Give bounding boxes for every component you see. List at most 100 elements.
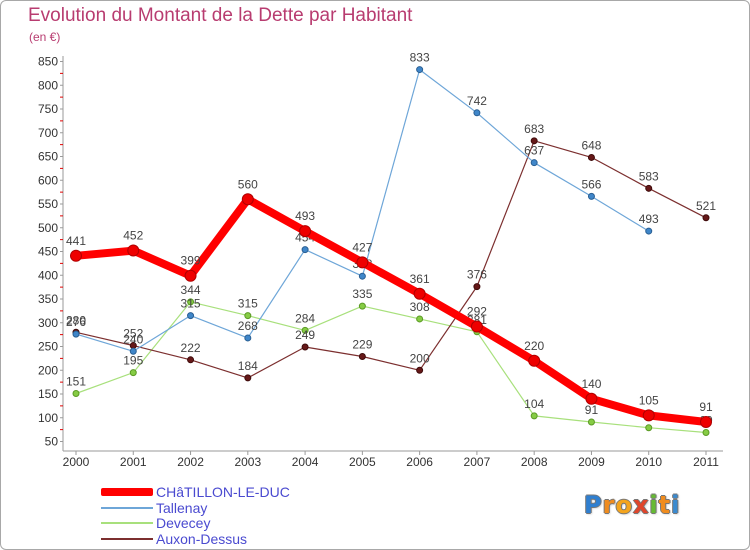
y-tick-label-750: 750 bbox=[38, 102, 58, 116]
x-tick-label-2003: 2003 bbox=[234, 455, 261, 469]
data-label-chatillon-le-duc-2006: 361 bbox=[410, 272, 430, 286]
data-label-chatillon-le-duc-2007: 292 bbox=[467, 305, 487, 319]
point-devecey-2002 bbox=[187, 298, 195, 306]
data-label-tallenay-2001: 240 bbox=[123, 332, 143, 346]
data-label-chatillon-le-duc-2002: 399 bbox=[181, 254, 201, 268]
y-tick-label-650: 650 bbox=[38, 150, 58, 164]
point-devecey-2003 bbox=[244, 312, 252, 320]
point-auxon-dessus-2009 bbox=[587, 153, 595, 161]
point-chatillon-le-duc-2000 bbox=[70, 249, 82, 262]
y-tick-label-400: 400 bbox=[38, 268, 58, 282]
x-tick-label-2006: 2006 bbox=[406, 455, 433, 469]
y-tick-label-100: 100 bbox=[38, 411, 58, 425]
logo-letter: i bbox=[649, 491, 659, 519]
series-line-chatillon-le-duc bbox=[72, 195, 710, 426]
x-tick-label-2001: 2001 bbox=[120, 455, 147, 469]
point-tallenay-2009 bbox=[587, 192, 595, 200]
logo-letter: P bbox=[584, 491, 603, 519]
series-chatillon-le-duc: 441 452 399 560 493 427 361 292 220 140 105 91 bbox=[66, 177, 713, 429]
data-label-devecey-2005: 335 bbox=[352, 287, 372, 301]
logo-letter: i bbox=[671, 491, 681, 519]
series-line-devecey bbox=[75, 301, 707, 434]
data-label-devecey-2009: 91 bbox=[585, 403, 599, 417]
y-tick-label-250: 250 bbox=[38, 340, 58, 354]
point-auxon-dessus-2003 bbox=[244, 374, 252, 382]
x-tick-label-2002: 2002 bbox=[177, 455, 204, 469]
data-label-tallenay-2008: 637 bbox=[524, 144, 544, 158]
y-tick-label-850: 850 bbox=[38, 55, 58, 69]
y-tick-label-350: 350 bbox=[38, 292, 58, 306]
point-devecey-2001 bbox=[129, 369, 137, 377]
point-tallenay-2005 bbox=[358, 272, 366, 280]
point-devecey-2004 bbox=[301, 326, 309, 334]
data-label-tallenay-2003: 268 bbox=[238, 319, 258, 333]
y-tick-label-300: 300 bbox=[38, 316, 58, 330]
axes: 50 100 150 200 250 300 350 400 450 500 550 600 650 70… bbox=[38, 55, 723, 469]
point-chatillon-le-duc-2006 bbox=[413, 287, 426, 300]
point-auxon-dessus-2010 bbox=[645, 184, 653, 192]
point-auxon-dessus-2011 bbox=[702, 214, 710, 222]
x-tick-label-2000: 2000 bbox=[63, 455, 90, 469]
proxiti-logo[interactable]: Proxiti bbox=[584, 491, 680, 519]
point-devecey-2006 bbox=[416, 315, 424, 323]
point-tallenay-2006 bbox=[416, 66, 424, 74]
data-label-chatillon-le-duc-2004: 493 bbox=[295, 209, 315, 223]
point-chatillon-le-duc-2007 bbox=[470, 320, 483, 333]
y-tick-label-50: 50 bbox=[45, 435, 59, 449]
point-devecey-2009 bbox=[587, 418, 595, 426]
data-label-chatillon-le-duc-2005: 427 bbox=[352, 240, 372, 254]
x-tick-label-2008: 2008 bbox=[521, 455, 548, 469]
data-label-auxon-dessus-2000: 280 bbox=[66, 313, 86, 327]
point-auxon-dessus-2002 bbox=[187, 356, 195, 364]
point-chatillon-le-duc-2001 bbox=[127, 244, 140, 257]
data-label-tallenay-2002: 315 bbox=[181, 297, 201, 311]
x-tick-label-2009: 2009 bbox=[578, 455, 605, 469]
data-label-auxon-dessus-2009: 648 bbox=[581, 138, 601, 152]
point-devecey-2011 bbox=[702, 428, 710, 436]
point-devecey-2008 bbox=[530, 412, 538, 420]
data-label-devecey-2001: 195 bbox=[123, 354, 143, 368]
point-tallenay-2001 bbox=[129, 347, 137, 355]
y-tick-label-700: 700 bbox=[38, 126, 58, 140]
point-chatillon-le-duc-2003 bbox=[241, 193, 254, 206]
data-label-tallenay-2010: 493 bbox=[639, 212, 659, 226]
data-label-tallenay-2009: 566 bbox=[581, 177, 601, 191]
point-chatillon-le-duc-2002 bbox=[184, 269, 197, 282]
point-tallenay-2000 bbox=[72, 330, 80, 338]
point-auxon-dessus-2006 bbox=[416, 366, 424, 374]
point-tallenay-2004 bbox=[301, 246, 309, 254]
x-tick-label-2004: 2004 bbox=[292, 455, 319, 469]
chart-subtitle: (en €) bbox=[29, 30, 61, 44]
series-devecey: 151195344315284335308281104917969 bbox=[66, 283, 713, 436]
data-label-tallenay-2000: 276 bbox=[66, 315, 86, 329]
x-tick-label-2005: 2005 bbox=[349, 455, 376, 469]
point-auxon-dessus-2007 bbox=[473, 283, 481, 291]
data-label-chatillon-le-duc-2010: 105 bbox=[639, 393, 659, 407]
y-tick-label-550: 550 bbox=[38, 197, 58, 211]
series-auxon-dessus: 280 252 222 184 249 229 200 376 683 648 583 521 bbox=[66, 122, 716, 382]
point-tallenay-2010 bbox=[645, 227, 653, 235]
point-tallenay-2008 bbox=[530, 159, 538, 167]
logo-letter: r bbox=[602, 491, 616, 519]
data-label-auxon-dessus-2003: 184 bbox=[238, 359, 258, 373]
data-label-auxon-dessus-2011: 521 bbox=[696, 199, 716, 213]
data-label-chatillon-le-duc-2011: 91 bbox=[699, 400, 713, 414]
point-devecey-2005 bbox=[358, 302, 366, 310]
y-tick-label-500: 500 bbox=[38, 221, 58, 235]
data-label-chatillon-le-duc-2009: 140 bbox=[581, 377, 601, 391]
point-tallenay-2002 bbox=[187, 312, 195, 320]
data-label-chatillon-le-duc-2003: 560 bbox=[238, 177, 258, 191]
point-chatillon-le-duc-2004 bbox=[299, 225, 312, 238]
data-label-chatillon-le-duc-2001: 452 bbox=[123, 229, 143, 243]
point-chatillon-le-duc-2005 bbox=[356, 256, 369, 269]
point-chatillon-le-duc-2009 bbox=[585, 392, 598, 405]
data-label-devecey-2002: 344 bbox=[181, 283, 201, 297]
data-label-devecey-2003: 315 bbox=[238, 297, 258, 311]
y-tick-label-150: 150 bbox=[38, 387, 58, 401]
data-label-devecey-2004: 284 bbox=[295, 311, 315, 325]
data-label-chatillon-le-duc-2000: 441 bbox=[66, 234, 86, 248]
point-chatillon-le-duc-2011 bbox=[700, 416, 712, 429]
point-tallenay-2003 bbox=[244, 334, 252, 342]
data-label-tallenay-2006: 833 bbox=[410, 51, 430, 65]
